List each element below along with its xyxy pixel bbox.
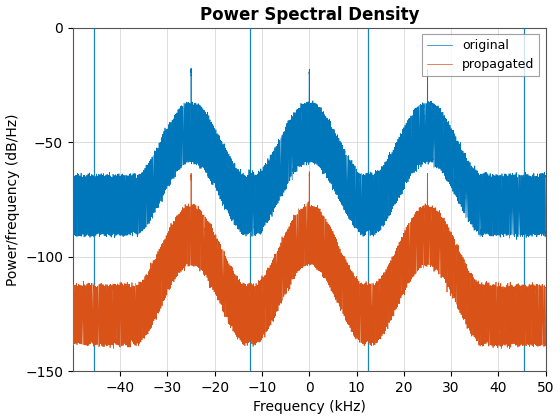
original (188, 66, 194, 71)
Y-axis label: Power/frequency (dB/Hz): Power/frequency (dB/Hz) (6, 113, 20, 286)
original (69, 171, 76, 176)
propagated (306, 169, 312, 174)
propagated (542, 285, 549, 290)
propagated (116, 328, 123, 333)
X-axis label: Frequency (kHz): Frequency (kHz) (253, 400, 366, 415)
propagated (524, 286, 530, 291)
Legend: original, propagated: original, propagated (422, 34, 539, 76)
propagated (458, 284, 464, 289)
original (489, 217, 496, 222)
propagated (446, 287, 453, 292)
original (116, 220, 123, 225)
Title: Power Spectral Density: Power Spectral Density (199, 5, 419, 24)
propagated (489, 324, 496, 329)
propagated (69, 288, 76, 293)
original (189, 110, 196, 115)
propagated (189, 210, 195, 215)
propagated (506, 346, 513, 351)
original (524, 173, 530, 178)
original (514, 237, 520, 242)
Line: propagated: propagated (73, 172, 545, 349)
original (446, 180, 453, 185)
Line: original: original (73, 68, 545, 239)
original (458, 179, 464, 184)
original (542, 174, 549, 179)
